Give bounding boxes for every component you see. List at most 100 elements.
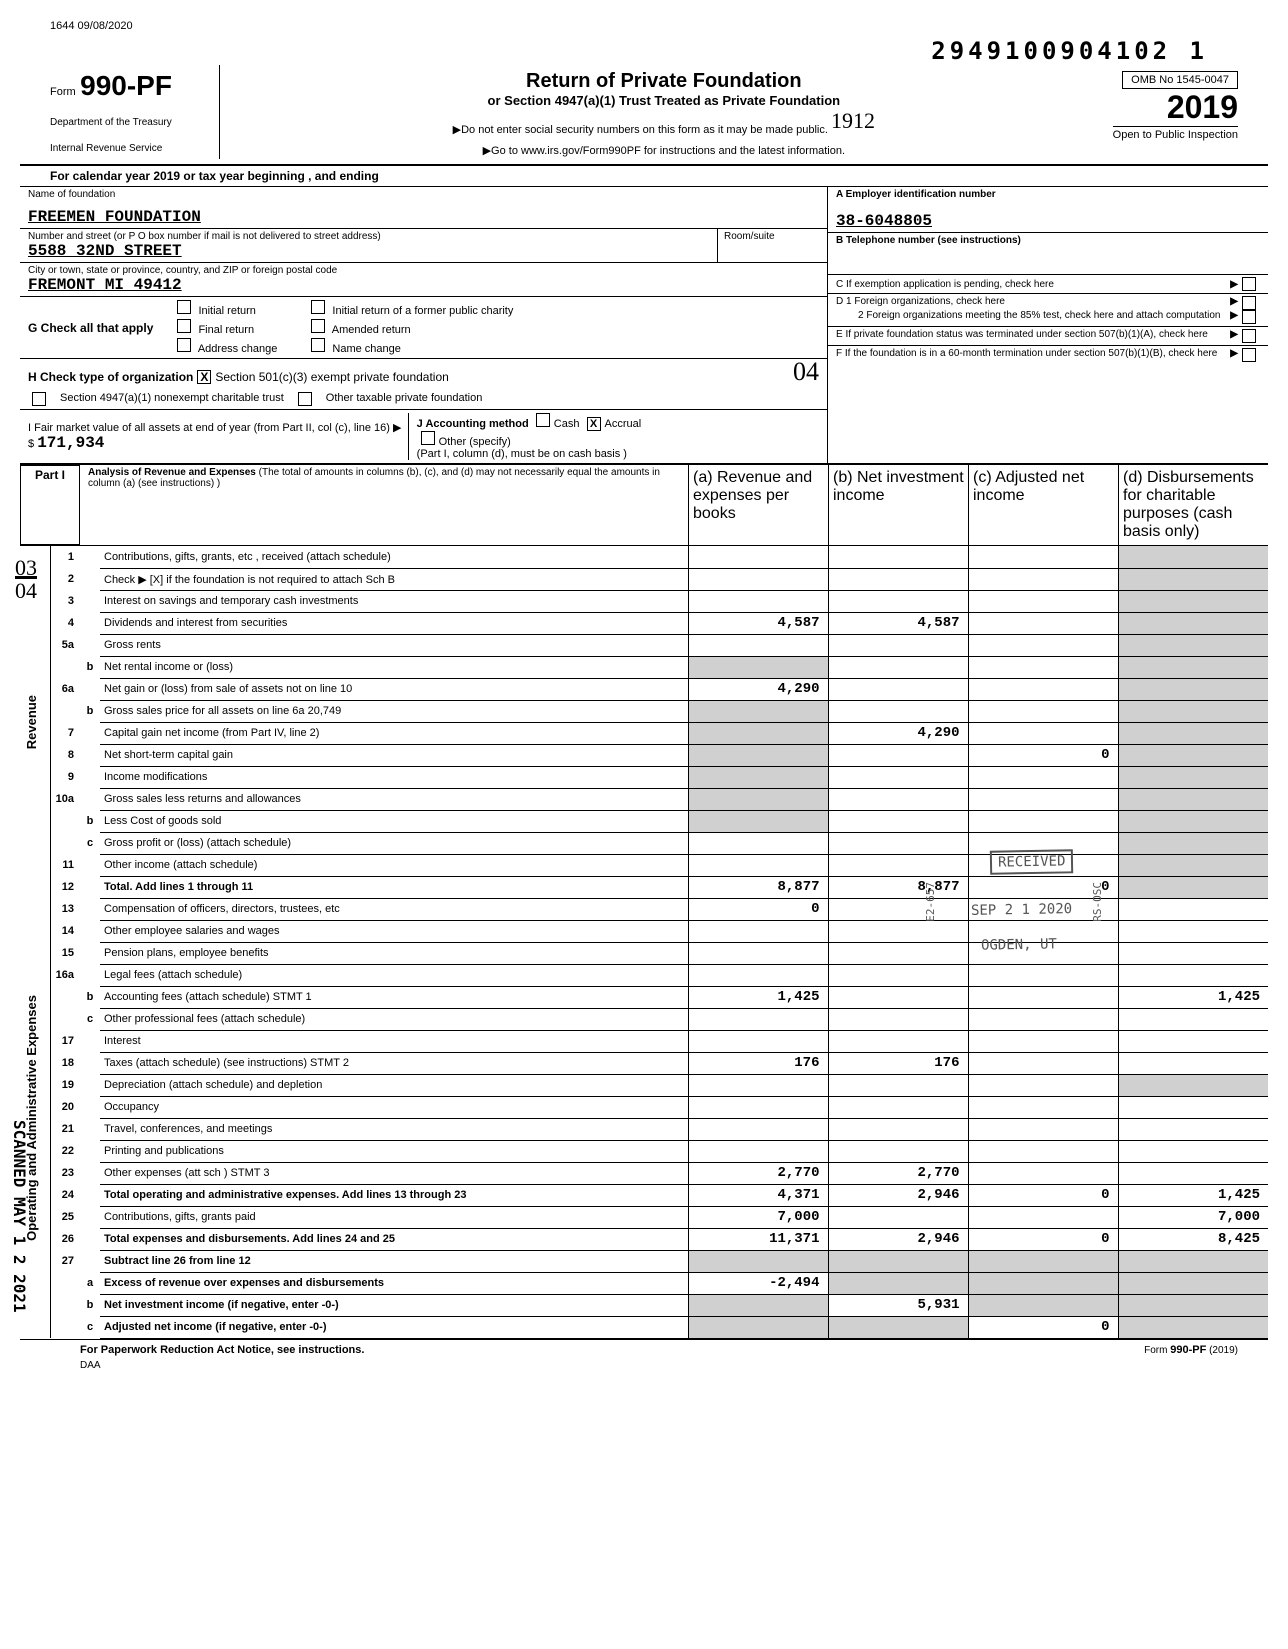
line-sub [80,942,100,964]
value-cell [828,898,968,920]
chk-cash[interactable] [536,413,550,427]
value-cell [828,1074,968,1096]
chk-exemption-pending[interactable] [1242,277,1256,291]
value-cell [968,546,1118,568]
line-sub: b [80,986,100,1008]
side-stamp-1: E2-657 [918,880,943,924]
street-address: 5588 32ND STREET [28,242,709,260]
info-right: A Employer identification number 38-6048… [828,187,1268,463]
line-number: 23 [50,1162,80,1184]
chk-accrual[interactable] [587,417,601,431]
chk-terminated[interactable] [1242,329,1256,343]
chk-other-taxable[interactable] [298,392,312,406]
value-cell [1118,920,1268,942]
col-d-header: (d) Disbursements for charitable purpose… [1118,465,1268,545]
line-description: Less Cost of goods sold [100,810,688,832]
chk-501c3[interactable] [197,370,211,384]
c-cell: C If exemption application is pending, c… [828,275,1268,294]
value-cell [828,942,968,964]
value-cell [1118,810,1268,832]
value-cell [688,942,828,964]
title-note1: ▶Do not enter social security numbers on… [240,113,1088,139]
form-number: 990-PF [80,70,172,101]
calendar-year-line: For calendar year 2019 or tax year begin… [20,164,1268,186]
handwritten-04: 04 [793,357,819,387]
table-row: bAccounting fees (attach schedule) STMT … [20,986,1268,1008]
line-sub: b [80,810,100,832]
line-description: Other employee salaries and wages [100,920,688,942]
line-sub [80,1118,100,1140]
ogden-stamp: OGDEN, UT [975,934,1063,956]
chk-initial[interactable] [177,300,191,314]
chk-4947[interactable] [32,392,46,406]
info-grid: Name of foundation FREEMEN FOUNDATION Nu… [20,186,1268,463]
chk-foreign-85[interactable] [1242,310,1256,324]
city-state-zip: FREMONT MI 49412 [28,276,819,294]
table-row: bLess Cost of goods sold [20,810,1268,832]
table-row: aExcess of revenue over expenses and dis… [20,1272,1268,1294]
value-cell [688,568,828,590]
value-cell [1118,744,1268,766]
line-description: Interest [100,1030,688,1052]
line-number: 24 [50,1184,80,1206]
line-number [50,656,80,678]
line-sub [80,1206,100,1228]
value-cell [688,1096,828,1118]
table-row: 21Travel, conferences, and meetings [20,1118,1268,1140]
col-a-header: (a) Revenue and expenses per books [688,465,828,545]
line-description: Gross profit or (loss) (attach schedule) [100,832,688,854]
line-sub [80,1162,100,1184]
value-cell: 0 [968,1316,1118,1338]
value-cell [828,986,968,1008]
chk-name-change[interactable] [311,338,325,352]
value-cell [688,1008,828,1030]
chk-foreign[interactable] [1242,296,1256,310]
i-j-row: I Fair market value of all assets at end… [20,410,827,463]
chk-amended[interactable] [311,319,325,333]
line-number [50,810,80,832]
value-cell [688,766,828,788]
value-cell [1118,1008,1268,1030]
table-row: 16aLegal fees (attach schedule) [20,964,1268,986]
value-cell [828,1316,968,1338]
value-cell [1118,876,1268,898]
form-container: 1644 09/08/2020 2949100904102 1 Form 990… [20,20,1268,1371]
value-cell [968,1250,1118,1272]
value-cell [968,612,1118,634]
value-cell [1118,634,1268,656]
value-cell [1118,898,1268,920]
chk-initial-former[interactable] [311,300,325,314]
line-sub [80,964,100,986]
value-cell [828,1030,968,1052]
line-description: Gross rents [100,634,688,656]
chk-other-method[interactable] [421,431,435,445]
table-row: 22Printing and publications [20,1140,1268,1162]
value-cell [968,1030,1118,1052]
line-number: 18 [50,1052,80,1074]
table-row: bGross sales price for all assets on lin… [20,700,1268,722]
table-row: 12Total. Add lines 1 through 118,8778,87… [20,876,1268,898]
h-check-row: H Check type of organization Section 501… [20,359,827,410]
value-cell: 0 [968,1184,1118,1206]
chk-final[interactable] [177,319,191,333]
line-sub [80,678,100,700]
chk-60month[interactable] [1242,348,1256,362]
value-cell: 1,425 [1118,986,1268,1008]
table-row: Operating and Administrative Expenses13C… [20,898,1268,920]
table-row: 17Interest [20,1030,1268,1052]
line-sub [80,1250,100,1272]
d-cell: D 1 Foreign organizations, check here▶ 2… [828,294,1268,327]
header: Form 990-PF Department of the Treasury I… [20,65,1268,162]
part1-label: Part I [20,465,80,545]
chk-addr-change[interactable] [177,338,191,352]
line-description: Legal fees (attach schedule) [100,964,688,986]
table-row: 18Taxes (attach schedule) (see instructi… [20,1052,1268,1074]
line-number: 3 [50,590,80,612]
value-cell [828,546,968,568]
line-description: Net short-term capital gain [100,744,688,766]
line-description: Net rental income or (loss) [100,656,688,678]
value-cell: 176 [688,1052,828,1074]
value-cell [688,854,828,876]
table-row: 24Total operating and administrative exp… [20,1184,1268,1206]
line-sub [80,920,100,942]
